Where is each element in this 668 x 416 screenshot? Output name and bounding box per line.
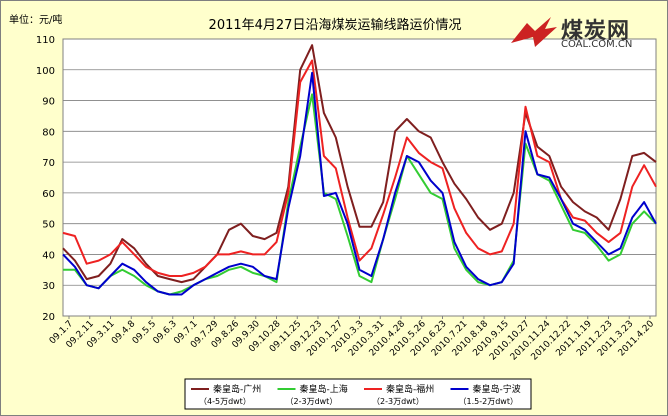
legend-sublabel: （2-3万dwt） [372, 397, 424, 406]
y-tick-label: 110 [36, 35, 55, 46]
legend-sublabel: （1.5-2万dwt） [459, 397, 518, 406]
unit-label: 单位：元/吨 [9, 13, 62, 26]
y-tick-label: 90 [42, 97, 55, 108]
legend-label: 秦皇岛-广州 [213, 383, 261, 395]
y-tick-label: 70 [42, 158, 55, 169]
logo: 煤炭网 COAL.COM.CN [505, 13, 655, 53]
series-line-4 [62, 71, 657, 296]
legend-sublabel: （4-5万dwt） [199, 397, 251, 406]
legend-label: 秦皇岛-福州 [386, 383, 434, 395]
logo-name: 煤炭网 [561, 19, 631, 44]
legend-box [184, 378, 532, 410]
logo-mark-icon [511, 17, 557, 47]
y-tick-label: 60 [42, 189, 55, 200]
y-tick-label: 100 [36, 66, 55, 77]
y-tick-label: 30 [42, 281, 55, 292]
y-tick-label: 80 [42, 127, 55, 138]
y-tick-label: 20 [42, 312, 55, 323]
series-line-1 [62, 44, 657, 284]
legend-label: 秦皇岛-上海 [300, 383, 348, 395]
legend-label: 秦皇岛-宁波 [473, 383, 521, 395]
series-line-3 [62, 59, 657, 277]
chart-title: 2011年4月27日沿海煤炭运输线路运价情况 [209, 17, 462, 33]
y-tick-label: 50 [42, 220, 55, 231]
logo-url: COAL.COM.CN [561, 39, 633, 50]
y-tick-label: 40 [42, 250, 55, 261]
legend-sublabel: （2-3万dwt） [286, 397, 338, 406]
